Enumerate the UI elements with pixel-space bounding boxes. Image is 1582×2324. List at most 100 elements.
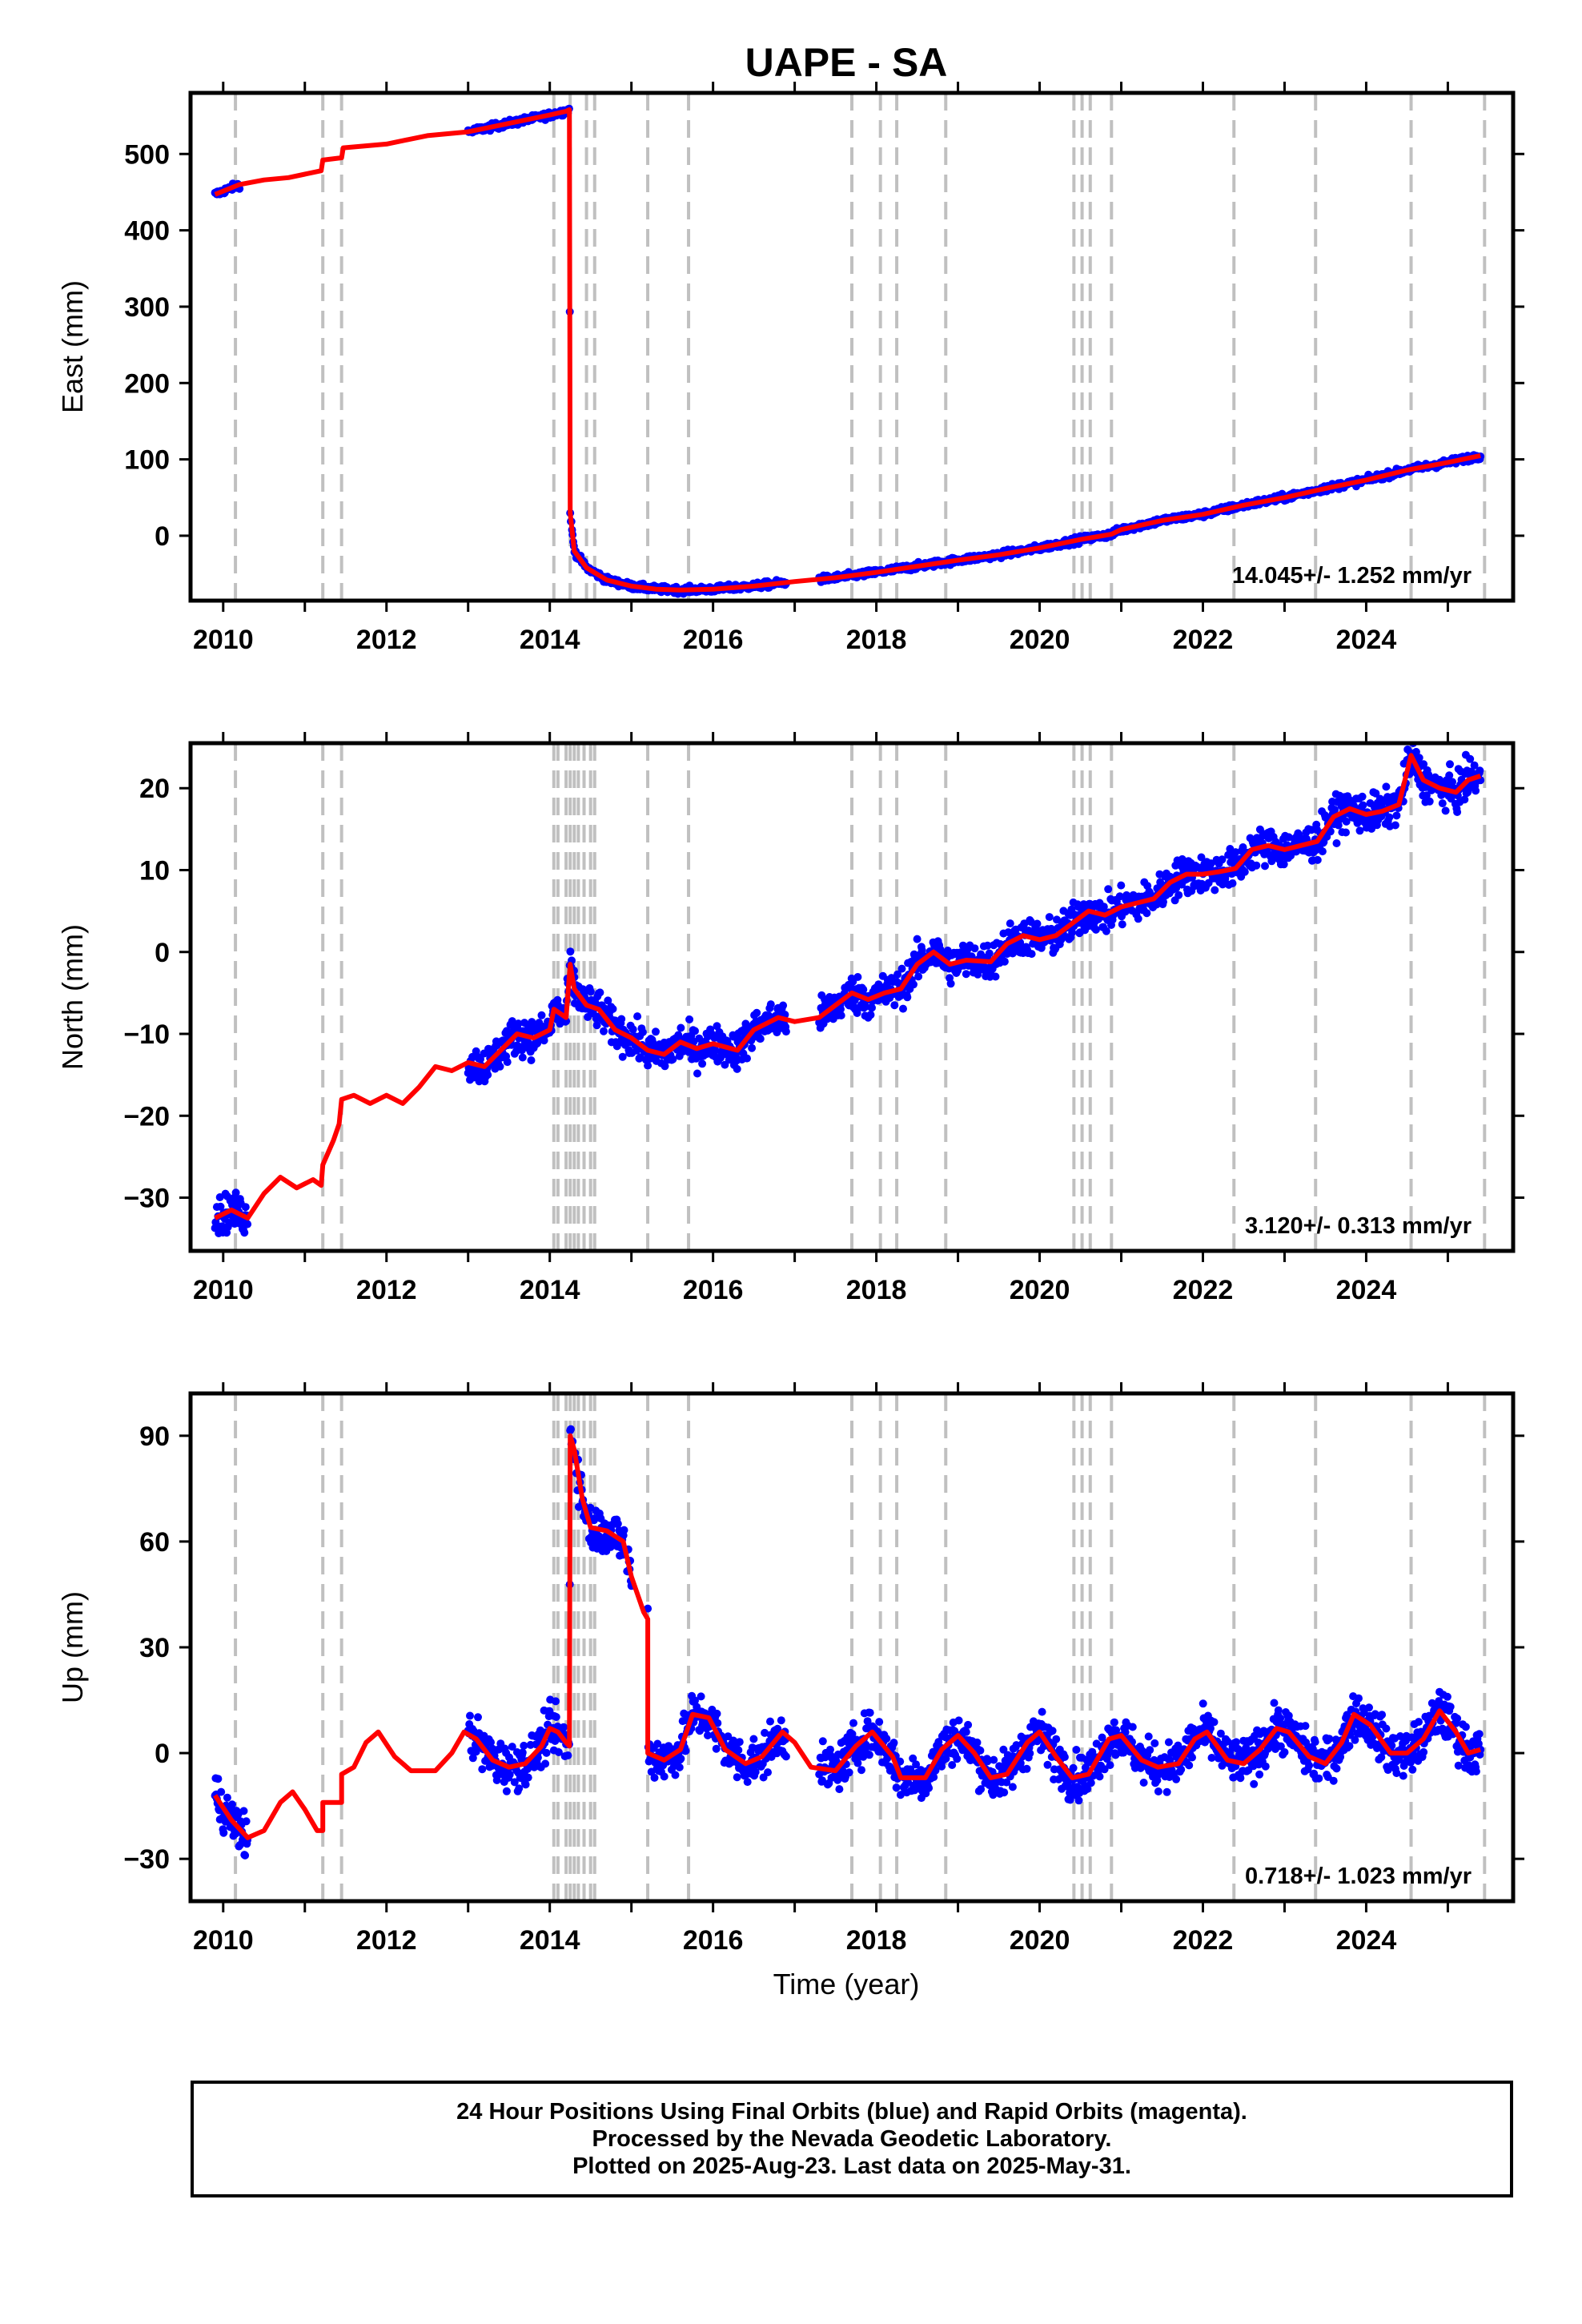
north-data-point xyxy=(600,1027,608,1035)
east-observations xyxy=(211,104,1485,598)
east-y-tick-label: 100 xyxy=(124,445,170,476)
up-data-point xyxy=(925,1783,934,1792)
north-data-point xyxy=(617,1015,626,1023)
north-data-point xyxy=(1472,786,1480,795)
north-data-point xyxy=(756,1035,765,1043)
up-data-point xyxy=(239,1807,248,1815)
north-data-point xyxy=(893,970,902,979)
north-data-point xyxy=(537,1011,546,1019)
up-data-point xyxy=(542,1748,551,1757)
north-panel: 2010 2012 2014 2016 2018 2020 2022 2024−30−20−1… xyxy=(56,732,1524,1305)
north-data-point xyxy=(733,1064,741,1073)
north-data-point xyxy=(216,1202,225,1211)
up-data-point xyxy=(521,1780,530,1789)
up-data-point xyxy=(942,1755,950,1763)
north-data-point xyxy=(711,1046,720,1054)
north-data-point xyxy=(527,1056,536,1064)
up-data-point xyxy=(487,1738,495,1747)
north-x-tick-label: 2024 xyxy=(1336,1275,1397,1305)
up-data-point xyxy=(990,1755,998,1764)
north-data-point xyxy=(1261,862,1269,870)
north-data-point xyxy=(484,1071,492,1080)
north-y-tick-label: 20 xyxy=(139,774,170,804)
up-data-point xyxy=(734,1746,743,1755)
up-data-point xyxy=(518,1748,527,1757)
north-data-point xyxy=(1211,886,1219,895)
up-data-point xyxy=(691,1696,699,1705)
up-data-point xyxy=(653,1739,662,1748)
north-data-point xyxy=(1448,778,1456,786)
up-data-point xyxy=(677,1755,685,1763)
east-y-tick-label: 400 xyxy=(124,216,170,247)
north-data-point xyxy=(1102,927,1110,935)
north-data-point xyxy=(1313,855,1322,864)
up-data-point xyxy=(1345,1742,1354,1751)
up-data-point xyxy=(1255,1770,1264,1779)
up-data-point xyxy=(681,1747,690,1755)
north-data-point xyxy=(231,1188,240,1197)
up-data-point xyxy=(1144,1732,1153,1741)
north-data-point xyxy=(1239,843,1247,851)
north-data-point xyxy=(1142,909,1151,918)
up-data-point xyxy=(1223,1737,1232,1746)
up-data-point xyxy=(835,1785,844,1794)
north-data-point xyxy=(695,1034,704,1043)
up-data-point xyxy=(620,1526,628,1534)
north-data-point xyxy=(1392,811,1401,820)
up-data-point xyxy=(242,1817,251,1826)
east-model-line xyxy=(214,107,1481,593)
north-data-point xyxy=(608,1004,617,1013)
north-data-point xyxy=(638,1027,647,1036)
up-data-point xyxy=(1012,1741,1021,1750)
up-data-point xyxy=(826,1745,834,1754)
up-data-point xyxy=(644,1604,652,1613)
up-data-point xyxy=(1086,1779,1095,1787)
north-data-point xyxy=(1385,813,1394,822)
up-data-point xyxy=(228,1800,236,1809)
up-data-point xyxy=(962,1727,970,1736)
up-data-point xyxy=(882,1735,891,1743)
north-data-point xyxy=(868,1003,876,1012)
up-data-point xyxy=(1236,1774,1245,1783)
north-data-point xyxy=(496,1062,504,1071)
up-data-point xyxy=(865,1708,874,1717)
up-data-point xyxy=(613,1519,622,1528)
up-data-point xyxy=(1128,1723,1137,1731)
up-data-point xyxy=(954,1716,963,1725)
up-data-point xyxy=(845,1768,853,1777)
north-data-point xyxy=(1174,891,1183,899)
up-data-point xyxy=(1111,1751,1120,1759)
north-x-tick-label: 2020 xyxy=(1010,1275,1070,1305)
up-data-point xyxy=(1382,1724,1391,1733)
north-data-point xyxy=(962,970,970,979)
north-data-point xyxy=(698,1059,707,1068)
up-data-point xyxy=(766,1717,774,1726)
up-data-point xyxy=(554,1748,563,1756)
up-data-point xyxy=(660,1772,669,1781)
north-x-tick-label: 2018 xyxy=(846,1275,907,1305)
north-model-line xyxy=(214,753,1482,1221)
up-data-point xyxy=(515,1784,524,1793)
north-x-tick-label: 2012 xyxy=(356,1275,417,1305)
north-data-point xyxy=(1318,847,1327,856)
up-data-point xyxy=(1199,1699,1207,1708)
north-data-point xyxy=(644,1061,652,1070)
up-data-point xyxy=(508,1743,516,1751)
up-data-point xyxy=(1365,1703,1373,1712)
east-plot-area xyxy=(211,93,1487,601)
north-data-point xyxy=(1359,801,1367,810)
up-data-point xyxy=(567,1425,575,1433)
north-data-point xyxy=(913,935,921,943)
up-data-point xyxy=(977,1785,986,1794)
up-observations xyxy=(211,1425,1485,1860)
up-data-point xyxy=(1232,1738,1240,1747)
north-data-point xyxy=(1446,760,1454,769)
north-data-point xyxy=(1117,881,1126,890)
up-data-point xyxy=(1048,1727,1057,1735)
north-data-point xyxy=(991,972,1000,981)
north-data-point xyxy=(1033,919,1042,928)
up-data-point xyxy=(743,1778,752,1787)
up-data-point xyxy=(1052,1735,1061,1743)
up-data-point xyxy=(735,1738,744,1747)
